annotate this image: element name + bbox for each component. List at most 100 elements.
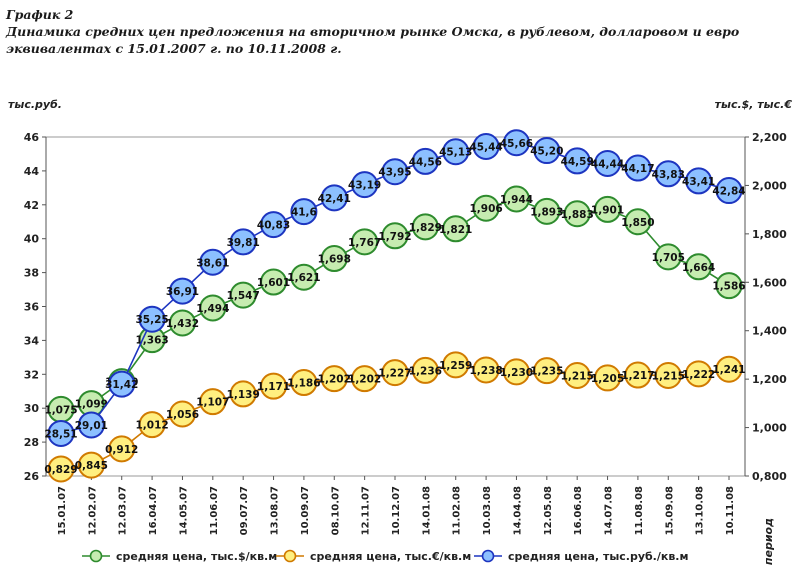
series-2-data-label: 36,91 [166,286,199,298]
series-1-point [563,362,591,390]
series-2-point [563,147,591,175]
series-1-data-label: 0,829 [44,464,77,476]
series-0-data-label: 1,829 [409,222,442,234]
left-axis-tick-label: 34 [24,334,40,347]
legend-0-marker [89,549,103,563]
series-0-data-label: 1,494 [196,303,229,315]
series-1-point [108,435,136,463]
series-1-point [260,372,288,400]
series-2-point [108,370,136,398]
x-axis-tick-label: 14.07.08 [604,486,615,535]
series-2-data-label: 28,51 [44,428,77,440]
series-2-data-label: 35,25 [135,314,168,326]
left-axis-tick-label: 26 [24,470,40,483]
series-0-point [502,185,530,213]
x-axis-title: период [762,518,775,565]
series-1-point [168,400,196,428]
series-2-point [47,419,75,447]
series-2-point [654,160,682,188]
x-axis-tick-label: 13.08.07 [270,486,281,535]
x-axis-tick-label: 16.04.07 [148,486,159,535]
series-2-data-label: 45,44 [469,141,502,153]
series-0-data-label: 1,547 [227,290,260,302]
x-axis-tick-label: 14.04.08 [512,486,523,535]
series-2-data-label: 45,20 [530,146,563,158]
series-0-data-label: 1,850 [621,217,654,229]
x-axis-tick-label: 15.09.08 [664,486,675,535]
series-1-data-label: 1,139 [227,389,260,401]
x-axis-tick-label: 12.02.07 [87,486,98,535]
series-2-data-label: 43,83 [652,169,685,181]
series-1-data-label: 1,235 [530,366,563,378]
left-axis-tick-label: 32 [24,368,39,381]
series-1-data-label: 0,912 [105,444,138,456]
series-2-point [351,171,379,199]
legend-2-marker [481,549,495,563]
x-axis-tick-label: 11.02.08 [452,486,463,535]
series-1-point [594,364,622,392]
series-0-point [229,281,257,309]
series-1-point [411,356,439,384]
series-0-point [411,213,439,241]
right-axis-tick-label: 1,800 [752,228,787,241]
left-axis-title: тыс.руб. [8,98,62,111]
series-0-data-label: 1,432 [166,318,199,330]
series-1-data-label: 1,215 [652,371,685,383]
series-2-data-label: 39,81 [227,237,260,249]
right-axis-tick-label: 1,400 [752,325,787,338]
series-0-point [442,215,470,243]
x-axis-tick-label: 14.01.08 [421,486,432,535]
x-axis-tick-label: 08.10.07 [330,486,341,535]
series-2-point [502,129,530,157]
series-2-data-label: 45,13 [439,147,472,159]
legend-1-label: средняя цена, тыс.€/кв.м [310,550,471,563]
left-axis-tick-label: 38 [24,267,39,280]
series-0-point [351,228,379,256]
series-0-data-label: 1,901 [591,204,624,216]
caption-number: График 2 [6,7,74,22]
series-1-point [533,357,561,385]
left-axis-tick-label: 28 [24,436,39,449]
series-0-point [199,294,227,322]
right-axis-tick-label: 2,000 [752,179,787,192]
series-0-point [685,253,713,281]
series-1-data-label: 1,012 [135,420,168,432]
x-axis-tick-label: 16.06.08 [573,486,584,535]
series-2-data-label: 43,95 [378,167,411,179]
series-2-data-label: 43,41 [682,176,715,188]
right-axis-title: тыс.$, тыс.€ [715,98,793,111]
series-0-data-label: 1,075 [44,404,77,416]
series-2-data-label: 29,01 [75,420,108,432]
series-2-point [199,248,227,276]
series-2-data-label: 45,66 [500,138,533,150]
series-2-point [138,305,166,333]
series-2-data-label: 44,44 [591,158,624,170]
series-2-point [77,411,105,439]
x-axis-tick-label: 15.01.07 [57,486,68,535]
series-2-point [533,137,561,165]
series-2-data-label: 44,56 [409,156,442,168]
left-axis-tick-label: 30 [24,402,40,415]
x-axis-tick-label: 09.07.07 [239,486,250,535]
series-1-point [47,455,75,483]
series-0-point [624,208,652,236]
series-1-point [442,351,470,379]
chart-caption: График 2 Динамика средних цен предложени… [6,6,796,57]
series-0-data-label: 1,944 [500,194,533,206]
series-0-point [533,197,561,225]
x-axis-tick-label: 10.11.08 [725,486,736,535]
series-2-data-label: 40,83 [257,220,290,232]
legend-0-label: средняя цена, тыс.$/кв.м [116,550,277,563]
series-0-point [381,222,409,250]
series-0-data-label: 1,792 [378,231,411,243]
series-0-data-label: 1,705 [652,252,685,264]
series-2-data-label: 44,17 [621,163,654,175]
series-1-data-label: 1,186 [287,378,320,390]
series-1-data-label: 1,227 [378,368,411,380]
series-0-data-label: 1,767 [348,237,381,249]
series-1-data-label: 1,107 [196,397,229,409]
series-1-data-label: 1,217 [621,370,654,382]
legend-2-label: средняя цена, тыс.руб./кв.м [508,550,688,563]
caption-text: Динамика средних цен предложения на втор… [6,24,740,56]
